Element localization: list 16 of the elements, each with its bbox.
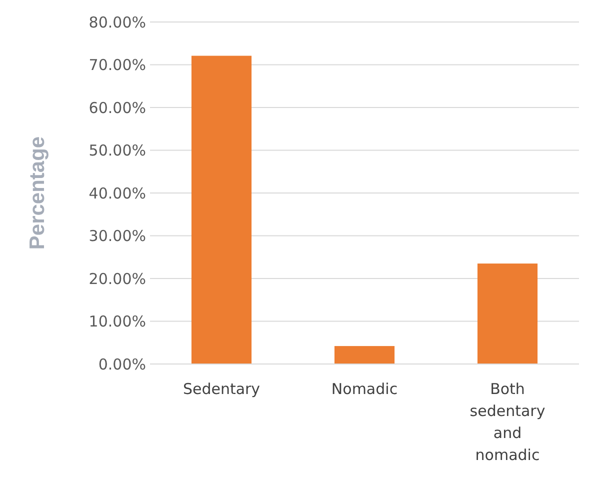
y-tick-label: 10.00% <box>88 312 146 330</box>
bar <box>477 264 538 364</box>
x-tick-label: Nomadic <box>331 380 398 398</box>
y-axis-title: Percentage <box>26 136 49 250</box>
x-tick-label: Both sedentary and nomadic <box>470 380 546 464</box>
bar <box>334 346 395 364</box>
x-tick-label: Sedentary <box>182 380 260 398</box>
bar <box>191 56 252 364</box>
y-tick-label: 70.00% <box>88 56 146 74</box>
y-tick-label: 30.00% <box>88 227 146 245</box>
y-tick-label: 60.00% <box>88 98 146 117</box>
y-tick-label: 20.00% <box>88 270 146 288</box>
y-tick-label: 50.00% <box>88 142 146 160</box>
y-tick-label: 80.00% <box>88 13 146 32</box>
y-tick-label: 0.00% <box>98 355 146 374</box>
y-tick-label: 40.00% <box>88 184 146 202</box>
